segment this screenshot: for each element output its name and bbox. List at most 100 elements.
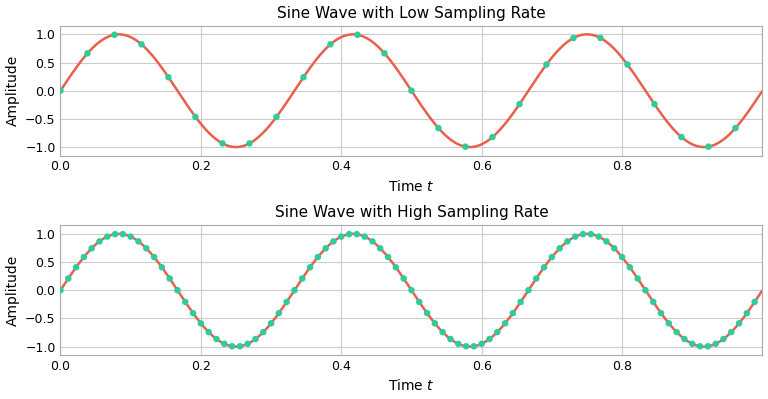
- Title: Sine Wave with Low Sampling Rate: Sine Wave with Low Sampling Rate: [277, 6, 546, 21]
- Point: [429, 320, 441, 326]
- Point: [515, 299, 527, 305]
- Point: [460, 343, 472, 350]
- Point: [601, 238, 613, 245]
- Y-axis label: Amplitude: Amplitude: [5, 55, 19, 126]
- Point: [335, 233, 347, 240]
- Point: [702, 343, 714, 350]
- Point: [379, 50, 391, 57]
- Point: [491, 329, 503, 335]
- Point: [164, 275, 176, 282]
- Point: [554, 245, 566, 251]
- Point: [270, 114, 283, 120]
- Point: [217, 140, 229, 146]
- Point: [686, 341, 698, 347]
- Point: [382, 254, 394, 260]
- Point: [94, 238, 106, 245]
- Point: [109, 231, 121, 237]
- Point: [499, 320, 511, 326]
- Point: [81, 50, 94, 57]
- Point: [351, 32, 363, 38]
- Point: [475, 341, 488, 347]
- Point: [85, 245, 98, 251]
- Point: [101, 233, 114, 240]
- Point: [280, 299, 293, 305]
- Point: [187, 310, 199, 316]
- Point: [233, 343, 246, 350]
- Point: [413, 299, 425, 305]
- Point: [70, 264, 82, 271]
- Point: [432, 125, 445, 131]
- Point: [710, 341, 722, 347]
- Point: [179, 299, 191, 305]
- Point: [483, 336, 495, 342]
- Point: [616, 254, 628, 260]
- Point: [513, 101, 525, 107]
- Point: [577, 231, 589, 237]
- Point: [733, 320, 745, 326]
- Point: [108, 32, 121, 38]
- Point: [594, 35, 607, 41]
- Point: [55, 287, 67, 293]
- Point: [62, 275, 74, 282]
- Point: [507, 310, 519, 316]
- Point: [250, 336, 262, 342]
- Point: [398, 275, 410, 282]
- Point: [156, 264, 168, 271]
- Point: [324, 41, 336, 47]
- Point: [140, 245, 152, 251]
- Point: [124, 233, 137, 240]
- Point: [406, 87, 418, 94]
- Point: [226, 343, 238, 350]
- Point: [459, 144, 472, 150]
- Point: [218, 341, 230, 347]
- Point: [678, 336, 690, 342]
- Point: [730, 125, 742, 131]
- Point: [468, 343, 480, 350]
- Point: [135, 41, 147, 47]
- Point: [568, 35, 580, 41]
- Point: [319, 245, 332, 251]
- Point: [717, 336, 730, 342]
- Point: [243, 140, 256, 146]
- Point: [749, 299, 761, 305]
- Point: [55, 87, 67, 94]
- Point: [445, 336, 457, 342]
- Point: [663, 320, 675, 326]
- Point: [702, 144, 714, 150]
- Point: [530, 275, 542, 282]
- Point: [288, 287, 300, 293]
- Point: [624, 264, 636, 271]
- Point: [195, 320, 207, 326]
- Point: [374, 245, 386, 251]
- Point: [621, 61, 634, 68]
- Title: Sine Wave with High Sampling Rate: Sine Wave with High Sampling Rate: [275, 205, 548, 220]
- Point: [297, 74, 310, 81]
- Point: [421, 310, 433, 316]
- Point: [631, 275, 644, 282]
- Point: [436, 329, 449, 335]
- Point: [648, 101, 660, 107]
- X-axis label: Time $t$: Time $t$: [388, 378, 435, 393]
- Point: [584, 231, 597, 237]
- Point: [694, 343, 707, 350]
- Point: [190, 114, 202, 120]
- Point: [296, 275, 309, 282]
- Point: [541, 61, 553, 68]
- Point: [343, 231, 356, 237]
- Point: [670, 329, 683, 335]
- Point: [608, 245, 621, 251]
- Point: [148, 254, 161, 260]
- Point: [366, 238, 379, 245]
- Point: [725, 329, 737, 335]
- Point: [351, 231, 363, 237]
- Point: [389, 264, 402, 271]
- Point: [117, 231, 129, 237]
- Point: [171, 287, 184, 293]
- Point: [304, 264, 316, 271]
- X-axis label: Time $t$: Time $t$: [388, 179, 435, 194]
- Point: [273, 310, 285, 316]
- Point: [327, 238, 339, 245]
- Point: [538, 264, 550, 271]
- Point: [655, 310, 667, 316]
- Point: [592, 233, 604, 240]
